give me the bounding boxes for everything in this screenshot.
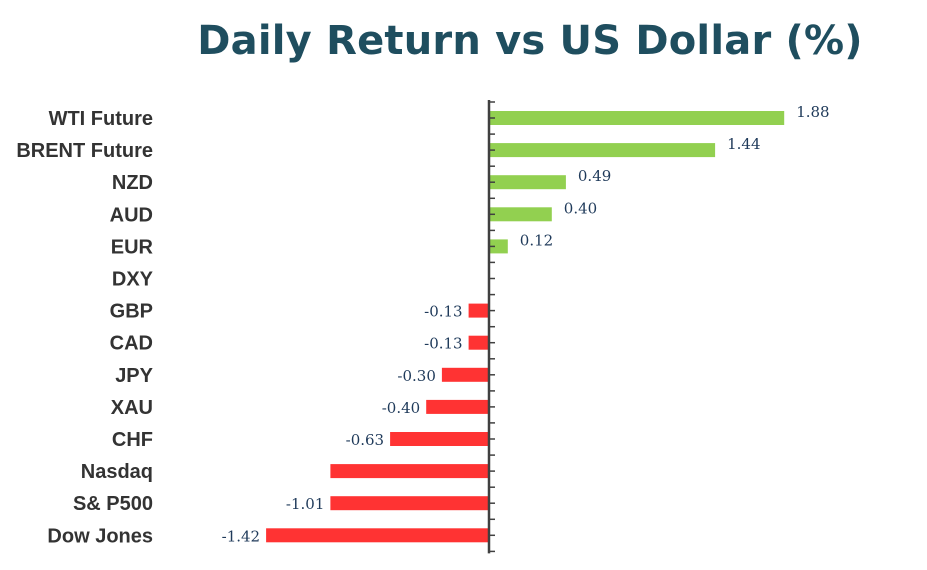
- category-label: CHF: [112, 429, 153, 451]
- category-label: JPY: [115, 365, 153, 387]
- bar-nasdaq: [330, 464, 489, 479]
- category-label: CAD: [110, 333, 153, 355]
- bar-gbp: [468, 303, 489, 318]
- bar-jpy: [441, 367, 489, 382]
- bar-chf: [390, 432, 489, 446]
- data-label: 1.44: [727, 135, 760, 153]
- data-label: -0.30: [397, 367, 435, 385]
- data-label: -0.63: [346, 431, 384, 449]
- bar-s-p500: [330, 496, 489, 511]
- bar-dow-jones: [266, 528, 489, 543]
- data-label: -1.42: [222, 527, 260, 545]
- category-label: XAU: [111, 397, 153, 419]
- bar-aud: [489, 207, 552, 222]
- value-labels: 1.88 1.44 0.49 0.40 0.12 -0.13 -0.13 -0.30 -0.40…: [222, 103, 830, 545]
- category-label: BRENT Future: [16, 140, 153, 162]
- bar-brent-future: [489, 143, 716, 158]
- chart-title: Daily Return vs US Dollar (%): [197, 18, 863, 64]
- category-label: GBP: [110, 301, 153, 323]
- category-label: AUD: [110, 204, 153, 226]
- data-label: 1.88: [796, 103, 829, 121]
- data-label: 0.12: [520, 231, 553, 249]
- data-label: -0.13: [424, 303, 462, 321]
- bar-xau: [426, 399, 489, 414]
- category-label: NZD: [112, 172, 153, 194]
- data-label: -1.01: [286, 495, 324, 513]
- bar-nzd: [489, 175, 566, 190]
- category-label: DXY: [112, 269, 154, 291]
- bar-wti-future: [489, 111, 785, 125]
- category-labels: WTI Future BRENT Future NZD AUD EUR DXY GBP CAD…: [16, 108, 153, 547]
- bar-eur: [489, 239, 508, 254]
- category-label: Dow Jones: [47, 525, 153, 547]
- category-label: EUR: [111, 236, 154, 258]
- category-label: WTI Future: [49, 108, 153, 130]
- data-label: -0.40: [382, 399, 420, 417]
- data-label: 0.49: [578, 167, 611, 185]
- data-label: 0.40: [564, 199, 597, 217]
- bars-layer: [266, 111, 785, 543]
- category-label: Nasdaq: [81, 461, 153, 483]
- axis-layer: [487, 99, 495, 554]
- data-label: -0.13: [424, 335, 462, 353]
- bar-cad: [468, 335, 489, 350]
- category-label: S& P500: [73, 493, 153, 515]
